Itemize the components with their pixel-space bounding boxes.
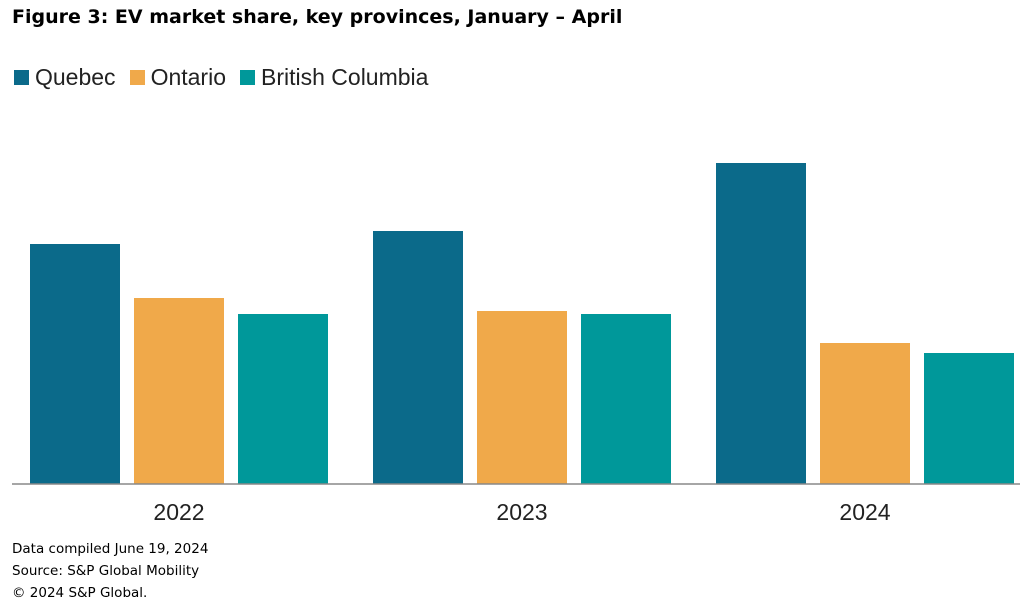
footer-source: Source: S&P Global Mobility bbox=[12, 563, 200, 579]
x-tick-label: 2023 bbox=[496, 499, 547, 525]
legend-item-quebec: Quebec bbox=[14, 64, 116, 91]
legend-label: Ontario bbox=[150, 64, 226, 90]
legend-swatch-quebec bbox=[14, 70, 29, 85]
footer-date: Data compiled June 19, 2024 bbox=[12, 541, 209, 557]
bar-quebec-2022 bbox=[30, 244, 120, 484]
legend-item-british-columbia: British Columbia bbox=[240, 64, 428, 91]
footer-copyright: © 2024 S&P Global. bbox=[12, 585, 148, 601]
bar-quebec-2023 bbox=[373, 231, 463, 484]
bar-ontario-2024 bbox=[820, 343, 910, 484]
legend-label: Quebec bbox=[35, 64, 116, 90]
bar-ontario-2022 bbox=[134, 298, 224, 484]
x-tick-label: 2024 bbox=[839, 499, 890, 525]
bar-ontario-2023 bbox=[477, 311, 567, 484]
bar-british-columbia-2022 bbox=[238, 314, 328, 484]
bar-quebec-2024 bbox=[716, 163, 806, 484]
bar-british-columbia-2024 bbox=[924, 353, 1014, 484]
legend-item-ontario: Ontario bbox=[129, 64, 226, 91]
legend-label: British Columbia bbox=[261, 64, 429, 90]
legend-swatch-british-columbia bbox=[240, 70, 255, 85]
legend: Quebec Ontario British Columbia bbox=[14, 64, 428, 91]
chart-footer: Data compiled June 19, 2024 Source: S&P … bbox=[12, 538, 208, 604]
x-tick-label: 2022 bbox=[153, 499, 204, 525]
legend-swatch-ontario bbox=[129, 70, 145, 85]
chart-title: Figure 3: EV market share, key provinces… bbox=[12, 6, 623, 28]
bar-british-columbia-2023 bbox=[581, 314, 671, 484]
